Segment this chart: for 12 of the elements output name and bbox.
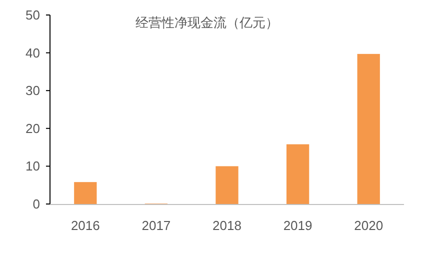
y-tick-label: 20 bbox=[26, 120, 40, 136]
y-tick-label: 10 bbox=[26, 158, 40, 174]
x-tick-label: 2019 bbox=[283, 218, 312, 233]
y-tick-label: 40 bbox=[26, 45, 40, 60]
x-tick-label: 2016 bbox=[70, 218, 100, 233]
x-tick-label: 2018 bbox=[212, 218, 242, 233]
x-tick-label: 2017 bbox=[142, 218, 171, 233]
y-tick-label: 50 bbox=[26, 8, 40, 22]
x-tick-label: 2020 bbox=[354, 218, 384, 233]
chart-title: 经营性净现金流（亿元） bbox=[136, 15, 278, 31]
y-tick-label: 0 bbox=[32, 196, 40, 212]
y-tick-label: 30 bbox=[26, 83, 40, 98]
